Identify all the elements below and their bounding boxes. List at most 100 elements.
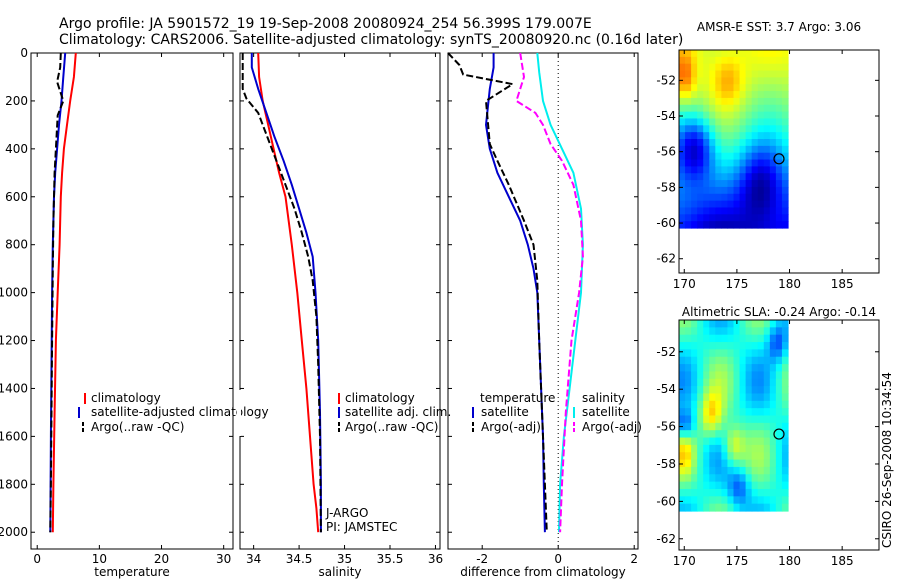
sst-heatmap-cell <box>769 125 777 133</box>
sst-heatmap-cell <box>721 111 729 120</box>
sst-heatmap-cell <box>721 70 729 78</box>
sst-heatmap-cell <box>703 91 710 99</box>
sla-heatmap-cell <box>781 503 789 512</box>
sla-heatmap-cell <box>727 349 735 358</box>
sst-heatmap-cell <box>751 97 759 106</box>
sla-heatmap-cell <box>781 481 789 490</box>
sst-heatmap-cell <box>769 56 777 65</box>
sla-heatmap-cell <box>769 334 777 343</box>
sst-heatmap-cell <box>757 159 765 167</box>
sst-heatmap-cell <box>775 193 783 202</box>
sla-heatmap-cell <box>697 386 704 395</box>
sla-heatmap-cell <box>757 452 765 461</box>
sla-heatmap-cell <box>769 466 777 475</box>
sla-heatmap-cell <box>745 474 753 483</box>
sst-heatmap-cell <box>691 104 698 113</box>
sst-heatmap-cell <box>709 173 716 181</box>
sla-heatmap-cell <box>679 356 686 365</box>
sst-heatmap-cell <box>709 56 716 65</box>
sla-heatmap-cell <box>757 496 765 505</box>
sst-heatmap-cell <box>721 97 729 106</box>
sst-heatmap-cell <box>679 186 686 195</box>
sst-heatmap-cell <box>769 193 777 202</box>
sst-heatmap-cell <box>715 186 722 195</box>
sla-heatmap-cell <box>691 444 698 453</box>
sla-heatmap-cell <box>769 452 777 461</box>
sst-heatmap-cell <box>697 139 704 147</box>
sla-heatmap-cell <box>739 386 747 395</box>
sst-heatmap-cell <box>709 111 716 120</box>
sla-heatmap-cell <box>739 415 747 424</box>
sla-heatmap-cell <box>739 481 747 490</box>
sst-heatmap-cell <box>697 159 704 167</box>
sla-heatmap-cell <box>679 327 686 336</box>
sst-heatmap-cell <box>745 97 753 106</box>
sla-heatmap-cell <box>691 320 698 328</box>
sst-heatmap-cell <box>781 104 789 113</box>
sst-heatmap-cell <box>703 180 710 188</box>
sla-heatmap-cell <box>763 422 771 431</box>
sla-heatmap-cell <box>721 364 729 373</box>
sla-heatmap-cell <box>685 342 692 350</box>
sla-heatmap-cell <box>775 342 783 350</box>
sst-heatmap-cell <box>721 152 729 161</box>
sla-heatmap-cell <box>781 452 789 461</box>
sla-heatmap-cell <box>757 430 765 439</box>
sst-heatmap-cell <box>757 77 765 85</box>
sst-heatmap-cell <box>733 145 741 154</box>
sst-heatmap-cell <box>757 152 765 161</box>
sst-heatmap-cell <box>745 173 753 181</box>
sla-heatmap-cell <box>679 393 686 402</box>
sla-heatmap-cell <box>757 393 765 402</box>
sla-heatmap-cell <box>763 327 771 336</box>
sla-heatmap-cell <box>757 459 765 468</box>
sst-heatmap-cell <box>763 70 771 78</box>
sst-heatmap-cell <box>781 186 789 195</box>
sst-heatmap-cell <box>685 186 692 195</box>
sst-heatmap-cell <box>727 104 735 113</box>
sst-heatmap-cell <box>757 118 765 126</box>
sst-heatmap-cell <box>703 221 710 229</box>
sst-heatmap-cell <box>751 63 759 72</box>
sst-heatmap-cell <box>769 132 777 140</box>
sla-heatmap-cell <box>751 452 759 461</box>
temperature-x-axis-label: temperature <box>94 565 169 579</box>
sst-heatmap-cell <box>775 180 783 188</box>
sla-heatmap-cell <box>769 386 777 395</box>
sla-heatmap-cell <box>775 349 783 358</box>
sst-heatmap-cell <box>727 173 735 181</box>
sla-heatmap-cell <box>727 400 735 409</box>
sst-heatmap-cell <box>733 180 741 188</box>
sla-heatmap-cell <box>727 481 735 490</box>
map-y-tick-label: -56 <box>656 145 676 159</box>
sst-heatmap-cell <box>739 77 747 85</box>
sla-heatmap-cell <box>781 408 789 417</box>
sla-heatmap-cell <box>715 320 722 328</box>
sla-heatmap-cell <box>715 356 722 365</box>
sla-heatmap-cell <box>685 393 692 402</box>
sla-heatmap-cell <box>745 356 753 365</box>
sla-heatmap-cell <box>721 466 729 475</box>
sla-heatmap-cell <box>679 466 686 475</box>
sla-heatmap-cell <box>775 400 783 409</box>
sla-heatmap-cell <box>679 430 686 439</box>
sla-heatmap-cell <box>697 503 704 512</box>
sst-heatmap-cell <box>751 70 759 78</box>
sla-heatmap-cell <box>757 378 765 387</box>
sla-heatmap-cell <box>691 459 698 468</box>
sla-heatmap-cell <box>763 430 771 439</box>
sla-heatmap-cell <box>769 444 777 453</box>
sla-heatmap-cell <box>697 459 704 468</box>
sst-heatmap-cell <box>763 221 771 229</box>
sla-heatmap-field <box>679 320 789 512</box>
sst-heatmap-cell <box>745 159 753 167</box>
sst-heatmap-cell <box>691 70 698 78</box>
sst-heatmap-cell <box>685 118 692 126</box>
sla-heatmap-cell <box>721 430 729 439</box>
sla-heatmap-cell <box>679 334 686 343</box>
sst-heatmap-cell <box>721 125 729 133</box>
x-tick-label: 20 <box>154 552 169 566</box>
sst-heatmap-cell <box>703 200 710 209</box>
sla-heatmap-cell <box>733 408 741 417</box>
sst-heatmap-cell <box>715 166 722 174</box>
